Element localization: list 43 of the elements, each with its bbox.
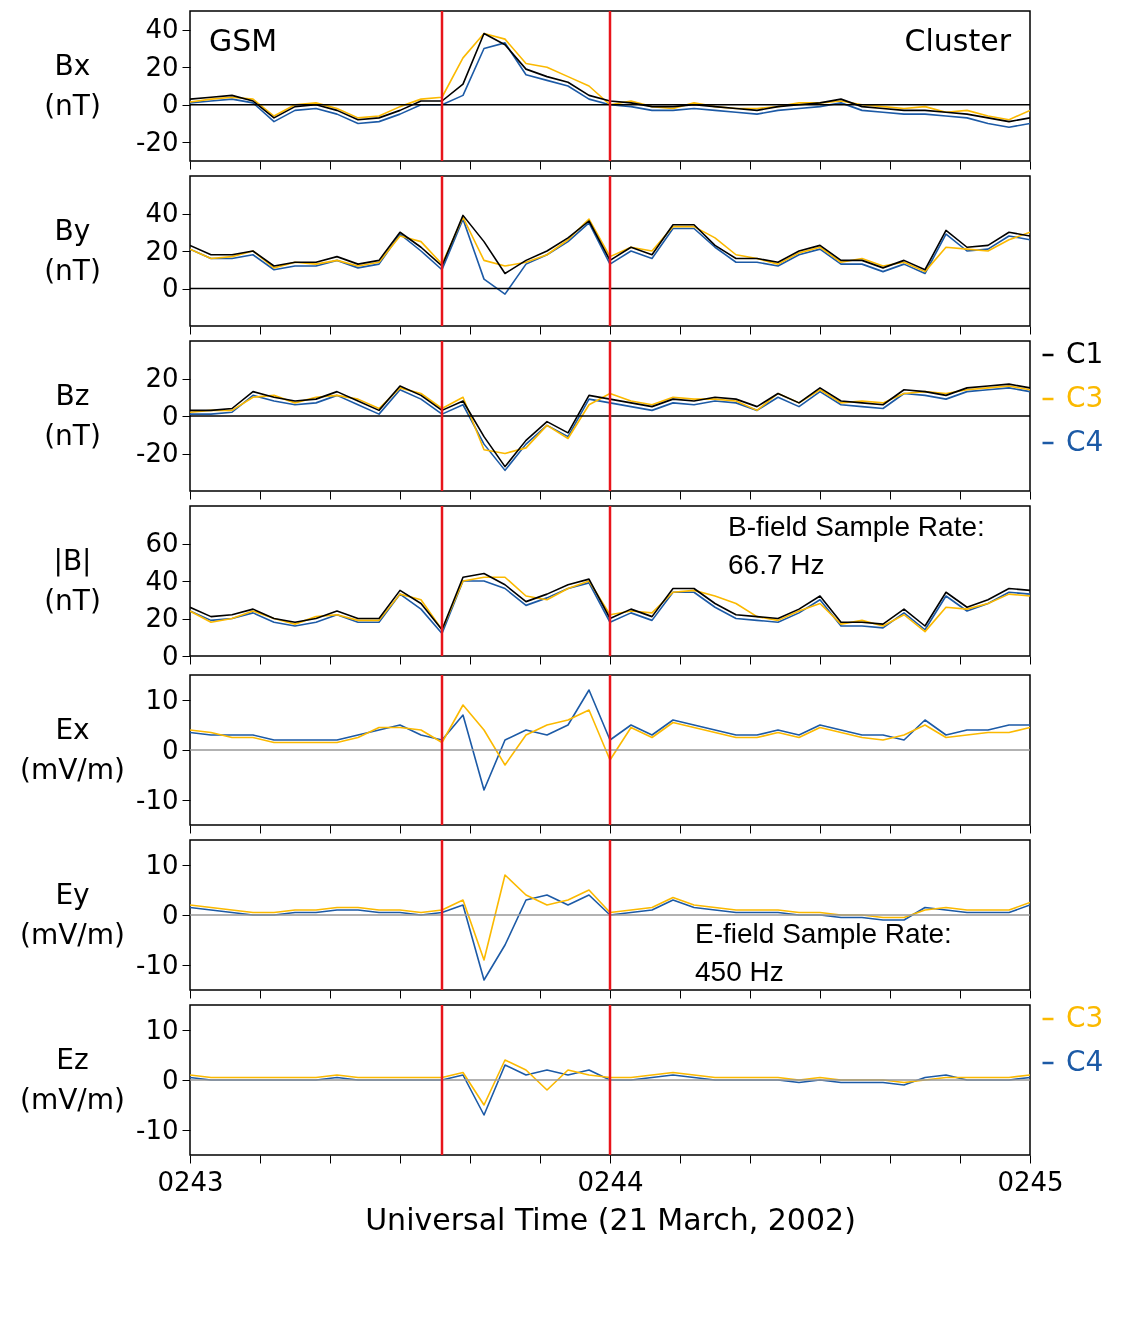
annotation: GSM [209,23,278,58]
y-axis-title: Bz (nT) [44,378,101,452]
y-tick-label: 0 [161,89,179,120]
y-tick-label: 10 [145,1014,179,1045]
x-tick-label: 0244 [577,1166,644,1197]
y-tick-label: 60 [145,528,179,558]
y-tick-label: -20 [136,126,179,157]
y-tick-label: -10 [136,949,179,980]
y-axis-title: Bx (nT) [44,48,101,122]
y-axis-title: |B| (nT) [44,543,101,617]
y-tick-label: 10 [145,849,179,880]
annotation: E-field Sample Rate: 450 Hz [695,918,952,987]
y-tick-label: 20 [145,363,179,393]
y-tick-label: -10 [136,1114,179,1145]
x-tick-label: 0243 [157,1166,224,1197]
y-tick-label: 20 [145,235,179,266]
legend-label: C3 [1066,381,1104,414]
y-axis-title: Ez (mV/m) [20,1042,125,1116]
y-tick-label: 0 [161,273,179,303]
y-tick-label: 0 [161,1064,179,1095]
y-tick-label: 0 [161,734,179,765]
y-tick-label: 40 [145,198,179,228]
annotation: B-field Sample Rate: 66.7 Hz [728,511,985,580]
y-tick-label: 20 [145,51,179,82]
y-axis-title: Ex (mV/m) [20,712,125,786]
y-tick-label: 10 [145,684,179,715]
legend-label: C4 [1066,1045,1104,1078]
x-tick-label: 0245 [997,1166,1064,1197]
y-tick-label: 0 [161,400,179,431]
legend-label: C4 [1066,425,1104,458]
y-tick-label: 40 [145,565,179,596]
y-axis-title: Ey (mV/m) [20,877,125,951]
y-tick-label: -10 [136,784,179,815]
y-axis-title: By (nT) [44,213,101,287]
legend-label: C1 [1066,337,1104,370]
legend-label: C3 [1066,1001,1104,1034]
y-tick-label: 40 [145,14,179,45]
y-tick-label: 0 [161,640,179,671]
annotation: Cluster [904,23,1012,58]
y-tick-label: 20 [145,603,179,633]
y-tick-label: -20 [136,438,179,468]
x-axis-title: Universal Time (21 March, 2002) [365,1201,856,1237]
y-tick-label: 0 [161,899,179,930]
